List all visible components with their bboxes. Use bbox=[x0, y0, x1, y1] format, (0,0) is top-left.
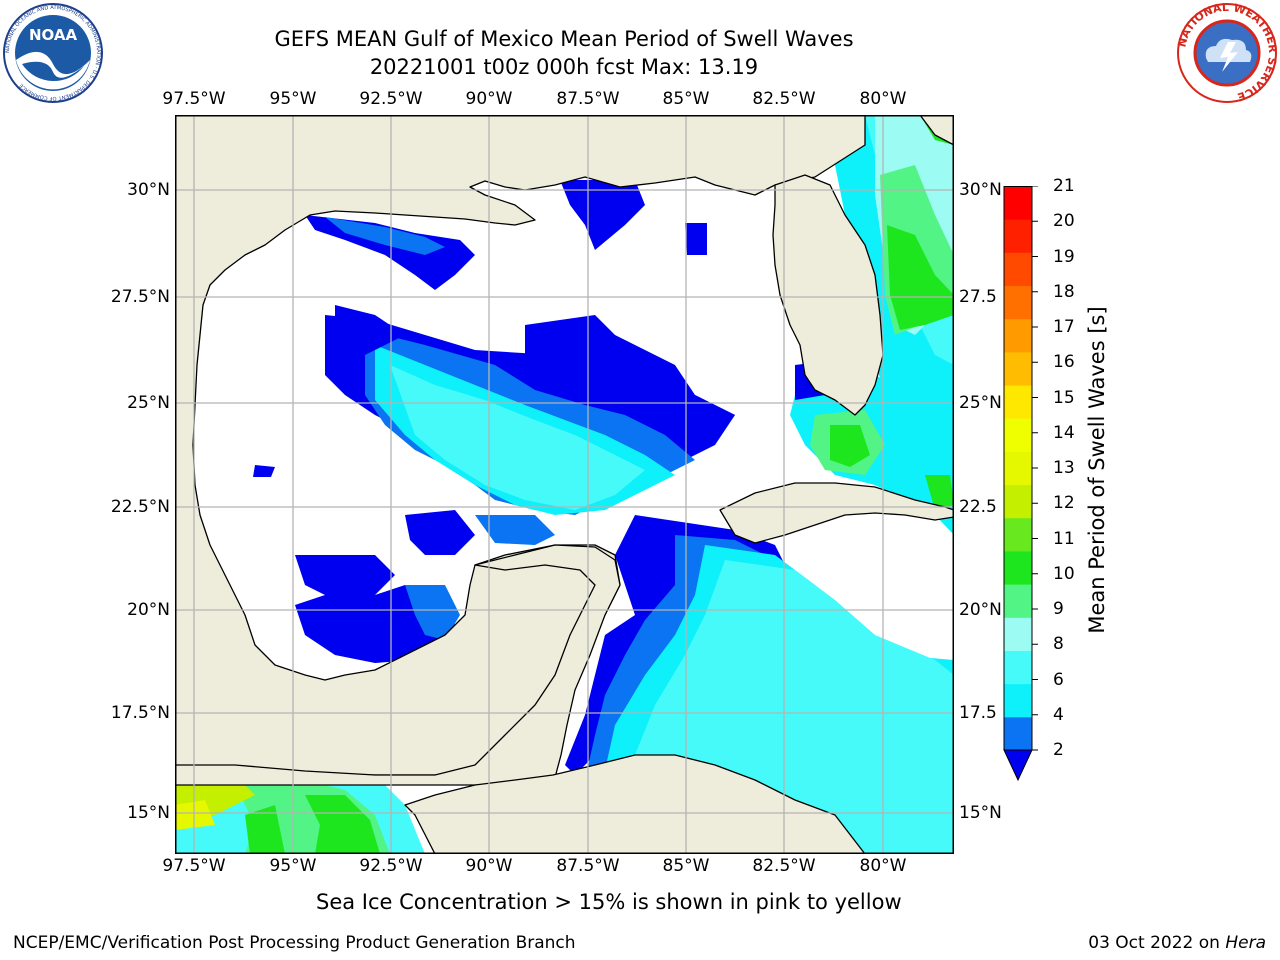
colorbar-tick-label: 11 bbox=[1053, 528, 1075, 549]
swell-field bbox=[175, 115, 954, 854]
lat-tick-label: 27.5°N bbox=[110, 287, 170, 307]
colorbar-swatch bbox=[1004, 617, 1032, 651]
colorbar-tick-label: 10 bbox=[1053, 563, 1075, 584]
lat-tick-label: 17.5°N bbox=[110, 703, 170, 723]
lat-tick-label: 20°N bbox=[127, 600, 170, 620]
lat-tick-label: 15°N bbox=[959, 803, 1002, 823]
colorbar-swatch bbox=[1004, 650, 1032, 685]
lat-tick-label: 17.5 bbox=[959, 703, 997, 723]
lat-tick-label: 27.5 bbox=[959, 287, 997, 307]
svg-text:NOAA: NOAA bbox=[29, 26, 78, 44]
colorbar-tick-label: 2 bbox=[1053, 740, 1064, 760]
colorbar-swatch bbox=[1004, 351, 1032, 386]
colorbar-swatch bbox=[1004, 683, 1032, 718]
colorbar-tick-label: 20 bbox=[1053, 211, 1075, 232]
lon-tick-label: 82.5°W bbox=[752, 89, 816, 109]
chart-subtitle: 20221001 t00z 000h fcst Max: 13.19 bbox=[369, 55, 759, 79]
map-plot bbox=[175, 115, 954, 854]
colorbar-tick-label: 13 bbox=[1053, 458, 1075, 478]
land bbox=[175, 115, 954, 854]
colorbar-swatch bbox=[1004, 252, 1032, 287]
lat-tick-label: 22.5°N bbox=[110, 497, 170, 517]
footer-host: Hera bbox=[1225, 933, 1266, 953]
colorbar-swatch bbox=[1004, 517, 1032, 552]
footer-credit: NCEP/EMC/Verification Post Processing Pr… bbox=[13, 933, 576, 953]
colorbar-tick-label: 6 bbox=[1053, 669, 1064, 690]
colorbar-swatch bbox=[1004, 385, 1032, 419]
colorbar-swatch bbox=[1004, 318, 1032, 353]
colorbar-tick-label: 12 bbox=[1053, 493, 1075, 514]
lon-tick-label: 80°W bbox=[859, 856, 907, 876]
colorbar-tick-label: 19 bbox=[1053, 246, 1075, 267]
graticule bbox=[175, 115, 954, 854]
lat-tick-label: 25°N bbox=[959, 393, 1002, 413]
colorbar-under-triangle bbox=[1003, 749, 1033, 782]
colorbar-swatch bbox=[1004, 451, 1032, 486]
lat-tick-label: 25°N bbox=[127, 393, 170, 413]
colorbar-swatch bbox=[1004, 484, 1032, 519]
colorbar-swatch bbox=[1004, 584, 1032, 618]
map-frame bbox=[175, 115, 954, 854]
lat-tick-label: 30°N bbox=[127, 180, 170, 200]
colorbar-swatch bbox=[1004, 550, 1032, 585]
sea-ice-note: Sea Ice Concentration > 15% is shown in … bbox=[316, 890, 902, 914]
nws-logo: NATIONAL WEATHER SERVICE bbox=[1176, 2, 1278, 104]
noaa-logo: NATIONAL OCEANIC AND ATMOSPHERIC ADMINIS… bbox=[3, 3, 103, 103]
lat-tick-label: 22.5 bbox=[959, 497, 997, 517]
lon-tick-label: 92.5°W bbox=[359, 856, 423, 876]
lon-tick-label: 80°W bbox=[859, 89, 907, 109]
colorbar-tick-label: 16 bbox=[1053, 352, 1075, 373]
colorbar-swatch bbox=[1004, 716, 1032, 751]
colorbar-tick-label: 9 bbox=[1053, 599, 1064, 619]
lat-tick-label: 15°N bbox=[127, 803, 170, 823]
lon-tick-label: 95°W bbox=[269, 89, 317, 109]
lon-tick-label: 92.5°W bbox=[359, 89, 423, 109]
colorbar bbox=[1003, 186, 1038, 782]
chart-title: GEFS MEAN Gulf of Mexico Mean Period of … bbox=[274, 27, 854, 51]
colorbar-tick-label: 21 bbox=[1053, 176, 1075, 196]
lon-tick-label: 85°W bbox=[662, 856, 710, 876]
colorbar-swatch bbox=[1004, 418, 1032, 452]
lon-tick-label: 97.5°W bbox=[162, 856, 226, 876]
lon-tick-label: 90°W bbox=[465, 89, 513, 109]
colorbar-tick-label: 18 bbox=[1053, 281, 1075, 302]
lon-tick-label: 87.5°W bbox=[556, 856, 620, 876]
lon-tick-label: 90°W bbox=[465, 856, 513, 876]
footer-date-text: 03 Oct 2022 on bbox=[1088, 933, 1226, 953]
footer-date: 03 Oct 2022 on Hera bbox=[1088, 933, 1266, 953]
colorbar-tick-label: 8 bbox=[1053, 634, 1064, 655]
colorbar-swatch bbox=[1004, 285, 1032, 320]
lat-tick-label: 30°N bbox=[959, 180, 1002, 200]
lon-tick-label: 95°W bbox=[269, 856, 317, 876]
colorbar-tick-label: 17 bbox=[1053, 317, 1075, 337]
colorbar-tick-label: 15 bbox=[1053, 387, 1075, 408]
colorbar-tick-label: 4 bbox=[1053, 704, 1064, 725]
colorbar-tick-label: 14 bbox=[1053, 422, 1075, 443]
lon-tick-label: 87.5°W bbox=[556, 89, 620, 109]
lon-tick-label: 85°W bbox=[662, 89, 710, 109]
lat-tick-label: 20°N bbox=[959, 600, 1002, 620]
lon-tick-label: 97.5°W bbox=[162, 89, 226, 109]
lon-tick-label: 82.5°W bbox=[752, 856, 816, 876]
colorbar-swatch bbox=[1004, 186, 1032, 220]
colorbar-label: Mean Period of Swell Waves [s] bbox=[1085, 306, 1109, 634]
colorbar-swatch bbox=[1004, 219, 1032, 253]
